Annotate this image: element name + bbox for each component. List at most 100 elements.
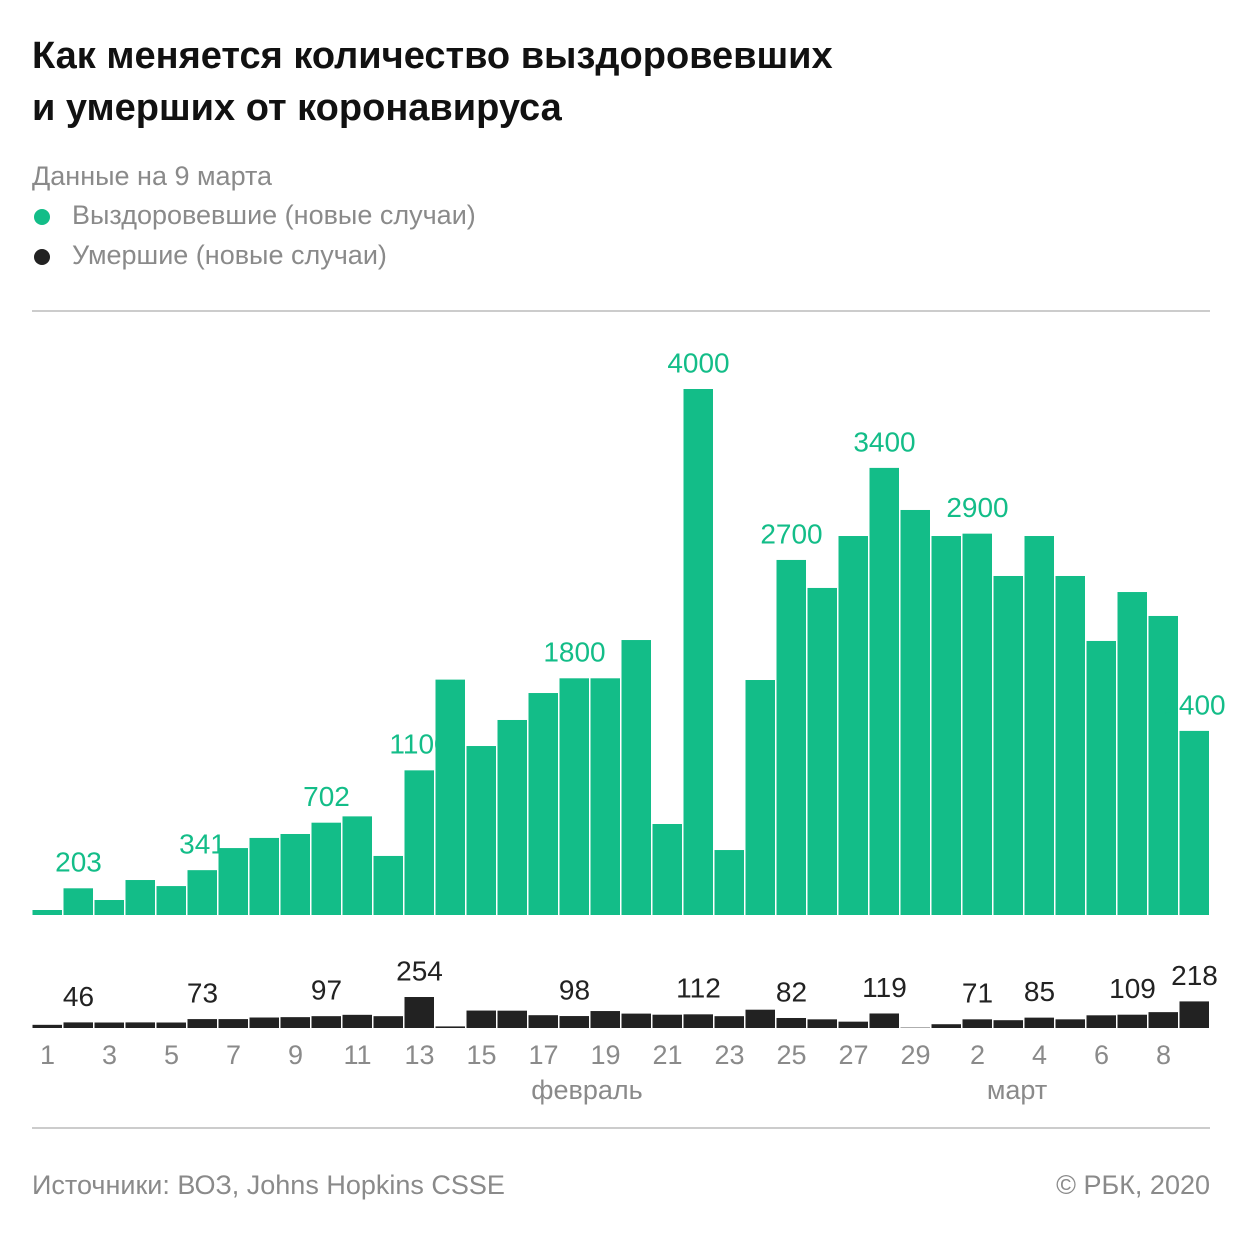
- month-label: февраль: [531, 1075, 642, 1105]
- bar: [1117, 1014, 1147, 1028]
- bar: [342, 1014, 372, 1028]
- bar: [807, 587, 837, 915]
- bar: [838, 536, 868, 915]
- value-label: 71: [962, 978, 993, 1009]
- bar: [1148, 1012, 1178, 1028]
- x-tick-label: 8: [1156, 1040, 1171, 1070]
- bar: [1086, 640, 1116, 915]
- value-label: 97: [311, 975, 342, 1006]
- value-label: 73: [187, 977, 218, 1008]
- bar: [435, 679, 465, 915]
- bar: [497, 719, 527, 915]
- bar: [652, 824, 682, 915]
- bar: [1055, 1019, 1085, 1028]
- bar: [683, 389, 713, 915]
- chart-title: Как меняется количество выздоровевших: [32, 35, 833, 77]
- value-label: 85: [1024, 976, 1055, 1007]
- x-tick-label: 3: [102, 1040, 117, 1070]
- bar: [528, 1015, 558, 1028]
- legend-marker: [34, 209, 50, 225]
- x-tick-label: 6: [1094, 1040, 1109, 1070]
- x-tick-label: 19: [590, 1040, 620, 1070]
- bar: [869, 467, 899, 915]
- bar: [466, 1010, 496, 1028]
- bar: [900, 509, 930, 915]
- bar: [311, 1016, 341, 1028]
- x-tick-label: 5: [164, 1040, 179, 1070]
- x-tick-label: 23: [714, 1040, 744, 1070]
- bar: [776, 559, 806, 915]
- x-tick-label: 27: [838, 1040, 868, 1070]
- x-tick-label: 21: [652, 1040, 682, 1070]
- value-label: 702: [303, 781, 350, 812]
- bar: [94, 1022, 124, 1028]
- legend-label: Выздоровевшие (новые случаи): [72, 200, 476, 230]
- bar: [404, 770, 434, 915]
- legend-marker: [34, 249, 50, 265]
- bar: [621, 640, 651, 915]
- bar: [497, 1010, 527, 1028]
- bar: [32, 1024, 62, 1028]
- x-tick-label: 9: [288, 1040, 303, 1070]
- legend-label: Умершие (новые случаи): [72, 240, 387, 270]
- x-tick-label: 7: [226, 1040, 241, 1070]
- bar: [683, 1014, 713, 1028]
- x-tick-label: 11: [343, 1040, 371, 1070]
- bar: [63, 1022, 93, 1028]
- x-tick-label: 1: [40, 1040, 55, 1070]
- bar: [249, 1017, 279, 1028]
- x-tick-label: 29: [900, 1040, 930, 1070]
- bar: [249, 837, 279, 915]
- bar: [311, 822, 341, 915]
- x-tick-label: 15: [466, 1040, 496, 1070]
- bar: [466, 746, 496, 915]
- bar: [218, 848, 248, 915]
- value-label: 119: [862, 972, 907, 1003]
- bar: [931, 536, 961, 915]
- bar: [63, 888, 93, 915]
- bar: [993, 1020, 1023, 1028]
- bar: [156, 886, 186, 915]
- bar: [125, 880, 155, 915]
- bar: [559, 1016, 589, 1028]
- value-label: 218: [1171, 960, 1218, 991]
- bar: [342, 816, 372, 915]
- bar: [807, 1019, 837, 1028]
- bar: [590, 1011, 620, 1028]
- copyright: © РБК, 2020: [1056, 1170, 1210, 1200]
- bar: [776, 1017, 806, 1028]
- bar: [745, 1009, 775, 1028]
- bar: [1055, 575, 1085, 915]
- bar: [1148, 615, 1178, 915]
- value-label: 3400: [853, 426, 915, 457]
- bar: [559, 678, 589, 915]
- bar: [187, 1019, 217, 1028]
- bar: [187, 870, 217, 915]
- value-label: 46: [63, 981, 94, 1012]
- bar: [838, 1021, 868, 1028]
- bar: [435, 1026, 465, 1028]
- value-label: 1400: [1163, 689, 1225, 720]
- bar: [745, 680, 775, 915]
- bar: [373, 1016, 403, 1028]
- bar: [714, 1016, 744, 1028]
- bar: [962, 1019, 992, 1028]
- bar: [280, 833, 310, 915]
- bar: [280, 1017, 310, 1028]
- bar: [1086, 1015, 1116, 1028]
- bar: [528, 693, 558, 915]
- value-label: 82: [776, 976, 807, 1007]
- value-label: 98: [559, 974, 590, 1005]
- bar: [404, 997, 434, 1028]
- bar: [373, 855, 403, 915]
- source: Источники: ВОЗ, Johns Hopkins CSSE: [32, 1170, 505, 1200]
- x-tick-label: 17: [528, 1040, 558, 1070]
- value-label: 254: [396, 955, 443, 986]
- bar: [621, 1013, 651, 1028]
- bar: [125, 1022, 155, 1028]
- bar: [652, 1014, 682, 1028]
- bar: [1024, 536, 1054, 915]
- subtitle: Данные на 9 марта: [32, 161, 273, 191]
- x-tick-label: 2: [970, 1040, 985, 1070]
